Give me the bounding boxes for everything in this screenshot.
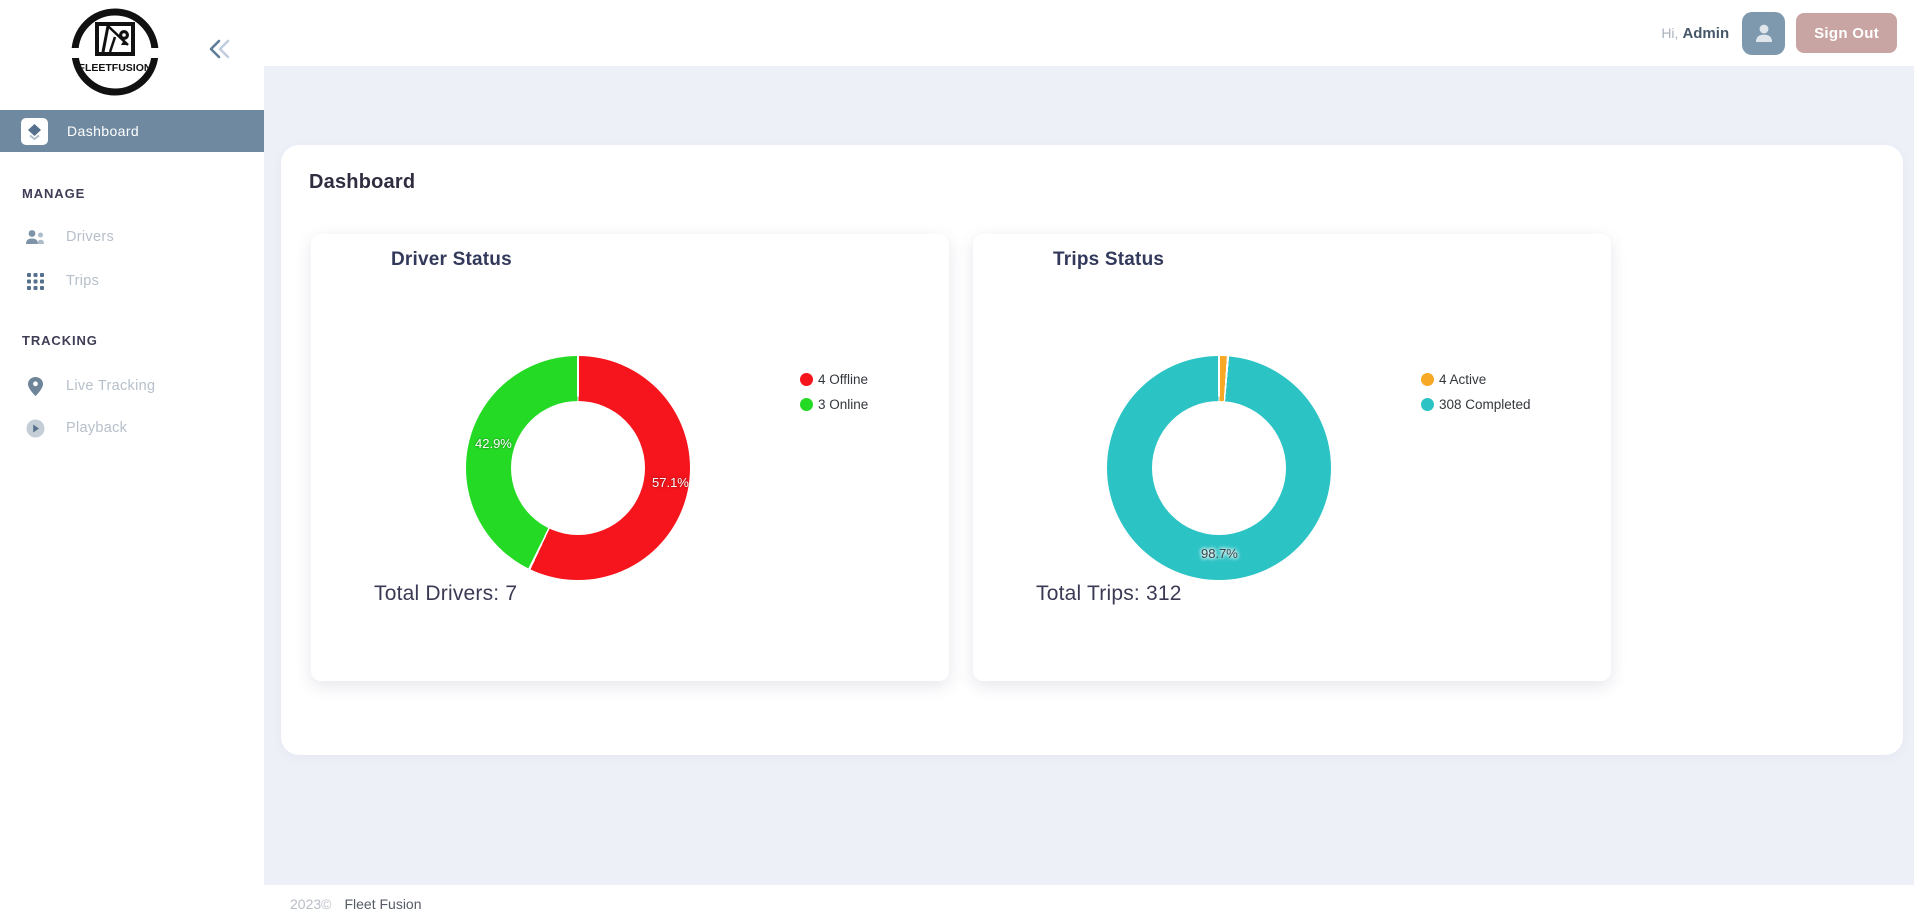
fleetfusion-logo: FLEETFUSION <box>70 7 160 97</box>
sidebar-section-tracking: TRACKING <box>22 333 98 348</box>
footer-year: 2023© <box>290 896 332 912</box>
total-drivers-label: Total Drivers: 7 <box>374 582 518 605</box>
footer: 2023© Fleet Fusion <box>264 885 1914 923</box>
sign-out-button[interactable]: Sign Out <box>1796 13 1897 53</box>
content-area: Dashboard Driver Status 42.9% 57.1% 4 Of… <box>264 66 1914 885</box>
legend-item-active[interactable]: 4 Active <box>1421 372 1531 387</box>
legend-dot-offline <box>800 373 813 386</box>
trips-status-legend: 4 Active 308 Completed <box>1421 372 1531 422</box>
legend-label: 4 Active <box>1439 372 1487 387</box>
driver-status-donut-chart[interactable]: 42.9% 57.1% <box>466 356 690 580</box>
percent-label-online: 42.9% <box>475 436 512 451</box>
sidebar-item-playback[interactable]: Playback <box>0 413 264 443</box>
donut-hole <box>511 401 645 535</box>
sidebar-item-label: Live Tracking <box>66 378 156 394</box>
username: Admin <box>1682 24 1730 42</box>
dashboard-icon <box>21 117 48 145</box>
sidebar-item-live-tracking[interactable]: Live Tracking <box>0 371 264 401</box>
legend-dot-completed <box>1421 398 1434 411</box>
greeting-text: Hi, Admin <box>1661 25 1729 42</box>
sidebar-item-label: Trips <box>66 273 100 289</box>
card-title: Driver Status <box>391 249 512 270</box>
user-icon <box>1755 24 1772 42</box>
sidebar-section-manage: MANAGE <box>22 186 86 201</box>
sidebar: FLEETFUSION Dashboard MANAGE Drivers <box>0 0 264 923</box>
percent-label-completed: 98.7% <box>1201 546 1238 561</box>
people-icon <box>24 229 46 245</box>
sidebar-item-drivers[interactable]: Drivers <box>0 222 264 252</box>
legend-dot-active <box>1421 373 1434 386</box>
legend-label: 3 Online <box>818 397 869 412</box>
legend-dot-online <box>800 398 813 411</box>
sidebar-item-trips[interactable]: Trips <box>0 266 264 296</box>
svg-text:FLEETFUSION: FLEETFUSION <box>79 62 152 74</box>
legend-label: 4 Offline <box>818 372 869 387</box>
sidebar-item-dashboard[interactable]: Dashboard <box>0 110 264 152</box>
donut-hole <box>1152 401 1286 535</box>
sidebar-collapse-button[interactable] <box>208 38 232 60</box>
double-chevron-left-icon <box>209 39 230 59</box>
legend-item-offline[interactable]: 4 Offline <box>800 372 868 387</box>
driver-status-card: Driver Status 42.9% 57.1% 4 Offline 3 On… <box>311 234 949 681</box>
avatar[interactable] <box>1742 11 1786 55</box>
grid-icon <box>24 272 46 290</box>
card-title: Trips Status <box>1053 249 1165 270</box>
map-pin-icon <box>24 376 46 396</box>
sidebar-item-label: Playback <box>66 420 128 436</box>
page-title: Dashboard <box>309 171 416 193</box>
total-trips-label: Total Trips: 312 <box>1036 582 1182 605</box>
header-user-area: Hi, Admin Sign Out <box>1661 0 1897 66</box>
footer-brand: Fleet Fusion <box>344 896 422 912</box>
play-circle-icon <box>24 419 46 438</box>
legend-label: 308 Completed <box>1439 397 1531 412</box>
top-header: Hi, Admin Sign Out <box>264 0 1914 66</box>
driver-status-legend: 4 Offline 3 Online <box>800 372 868 422</box>
sidebar-item-label: Dashboard <box>67 123 140 139</box>
trips-status-donut-chart[interactable]: 98.7% <box>1107 356 1331 580</box>
legend-item-completed[interactable]: 308 Completed <box>1421 397 1531 412</box>
dashboard-panel: Dashboard Driver Status 42.9% 57.1% 4 Of… <box>281 145 1903 755</box>
logo-graphic: FLEETFUSION <box>70 8 160 96</box>
sidebar-item-label: Drivers <box>66 229 115 245</box>
percent-label-offline: 57.1% <box>652 475 689 490</box>
greeting-prefix: Hi, <box>1661 24 1679 41</box>
legend-item-online[interactable]: 3 Online <box>800 397 868 412</box>
trips-status-card: Trips Status 98.7% 4 Active 308 Complete… <box>973 234 1611 681</box>
